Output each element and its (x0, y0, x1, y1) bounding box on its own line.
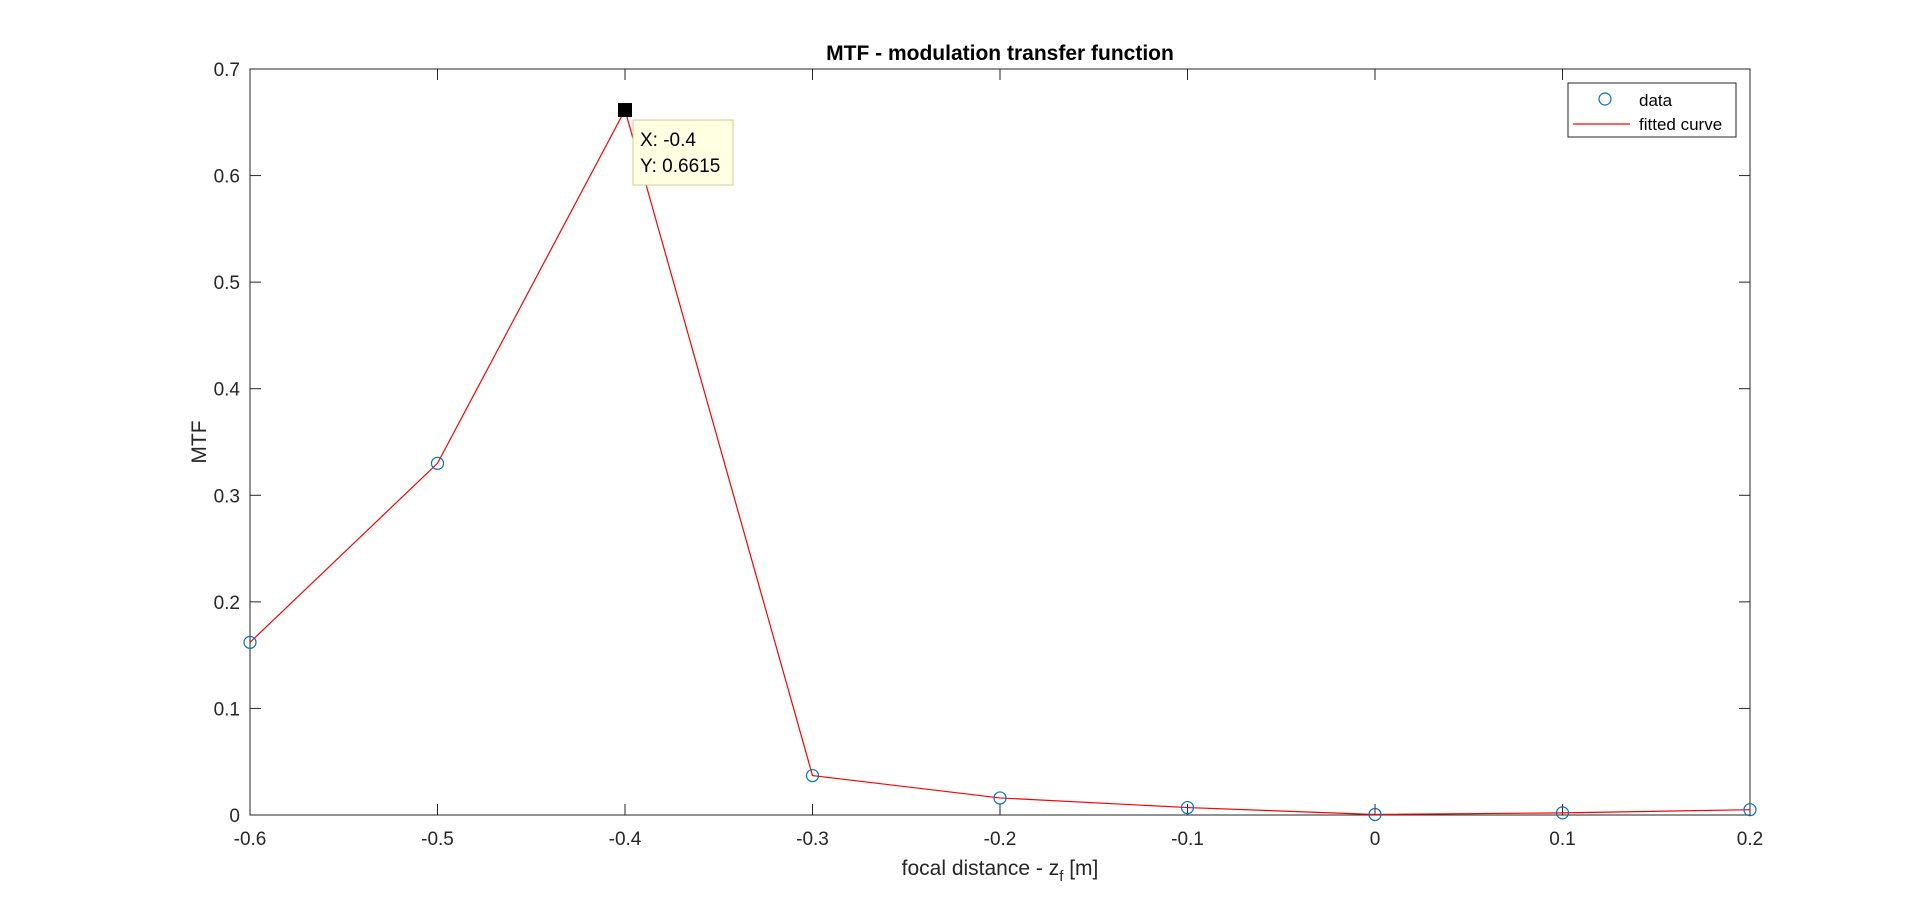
x-tick-label: 0.2 (1737, 829, 1763, 850)
data-point[interactable] (1180, 800, 1195, 815)
datatip[interactable]: X: -0.4 Y: 0.6615 (618, 103, 734, 186)
x-tick-label: 0.1 (1549, 829, 1575, 850)
x-tick-label: -0.3 (796, 829, 829, 850)
chart-title: MTF - modulation transfer function (826, 42, 1174, 65)
y-tick-label: 0.4 (214, 380, 241, 401)
y-tick-label: 0.1 (214, 699, 240, 720)
datatip-x-text: X: -0.4 (640, 130, 696, 151)
x-tick-label: -0.5 (421, 829, 454, 850)
y-axis-label: MTF (188, 420, 211, 463)
x-tick-label: -0.1 (1171, 829, 1204, 850)
x-tick-label: -0.6 (234, 829, 267, 850)
legend-data-label: data (1639, 91, 1673, 110)
legend-fitted-curve-label: fitted curve (1639, 115, 1722, 134)
data-point[interactable] (1555, 806, 1570, 820)
y-axis-ticks: 0 0.1 0.2 0.3 0.4 0.5 0.6 0.7 (214, 60, 1750, 827)
x-tick-label: -0.2 (984, 829, 1017, 850)
y-tick-label: 0.7 (214, 60, 240, 81)
x-axis-label-suffix: [m] (1063, 857, 1098, 880)
datatip-y-text: Y: 0.6615 (640, 156, 720, 177)
y-tick-label: 0.5 (214, 273, 240, 294)
legend-data-marker (1598, 92, 1612, 106)
x-axis-label: focal distance - zf [m] (902, 857, 1099, 885)
fitted-curve-line (249, 108, 1751, 816)
data-point[interactable] (430, 456, 445, 470)
y-tick-label: 0 (229, 806, 240, 827)
axes-box (249, 68, 1751, 816)
datatip-marker (618, 103, 632, 118)
x-axis-label-main: focal distance - z (902, 857, 1060, 880)
datatip-box (632, 119, 734, 186)
y-tick-label: 0.2 (214, 593, 240, 614)
data-point[interactable] (243, 635, 257, 649)
data-point[interactable] (993, 791, 1007, 805)
legend-box (1567, 82, 1737, 138)
x-axis-label-subscript: f (1059, 868, 1064, 885)
y-tick-label: 0.6 (214, 167, 240, 188)
data-point[interactable] (1743, 803, 1757, 817)
plot-area: -0.6 -0.5 -0.4 -0.3 -0.2 -0.1 0 0.1 0.2 00.10.20… (214, 60, 1764, 850)
x-tick-label: 0 (1370, 829, 1381, 850)
data-point[interactable] (805, 768, 820, 783)
legend: data fitted curve (1567, 82, 1737, 138)
data-point[interactable] (1368, 807, 1382, 822)
x-tick-label: -0.4 (609, 829, 642, 850)
x-axis-ticks: -0.6 -0.5 -0.4 -0.3 -0.2 -0.1 0 0.1 0.2 (234, 69, 1763, 850)
y-tick-label: 0.3 (214, 486, 240, 507)
